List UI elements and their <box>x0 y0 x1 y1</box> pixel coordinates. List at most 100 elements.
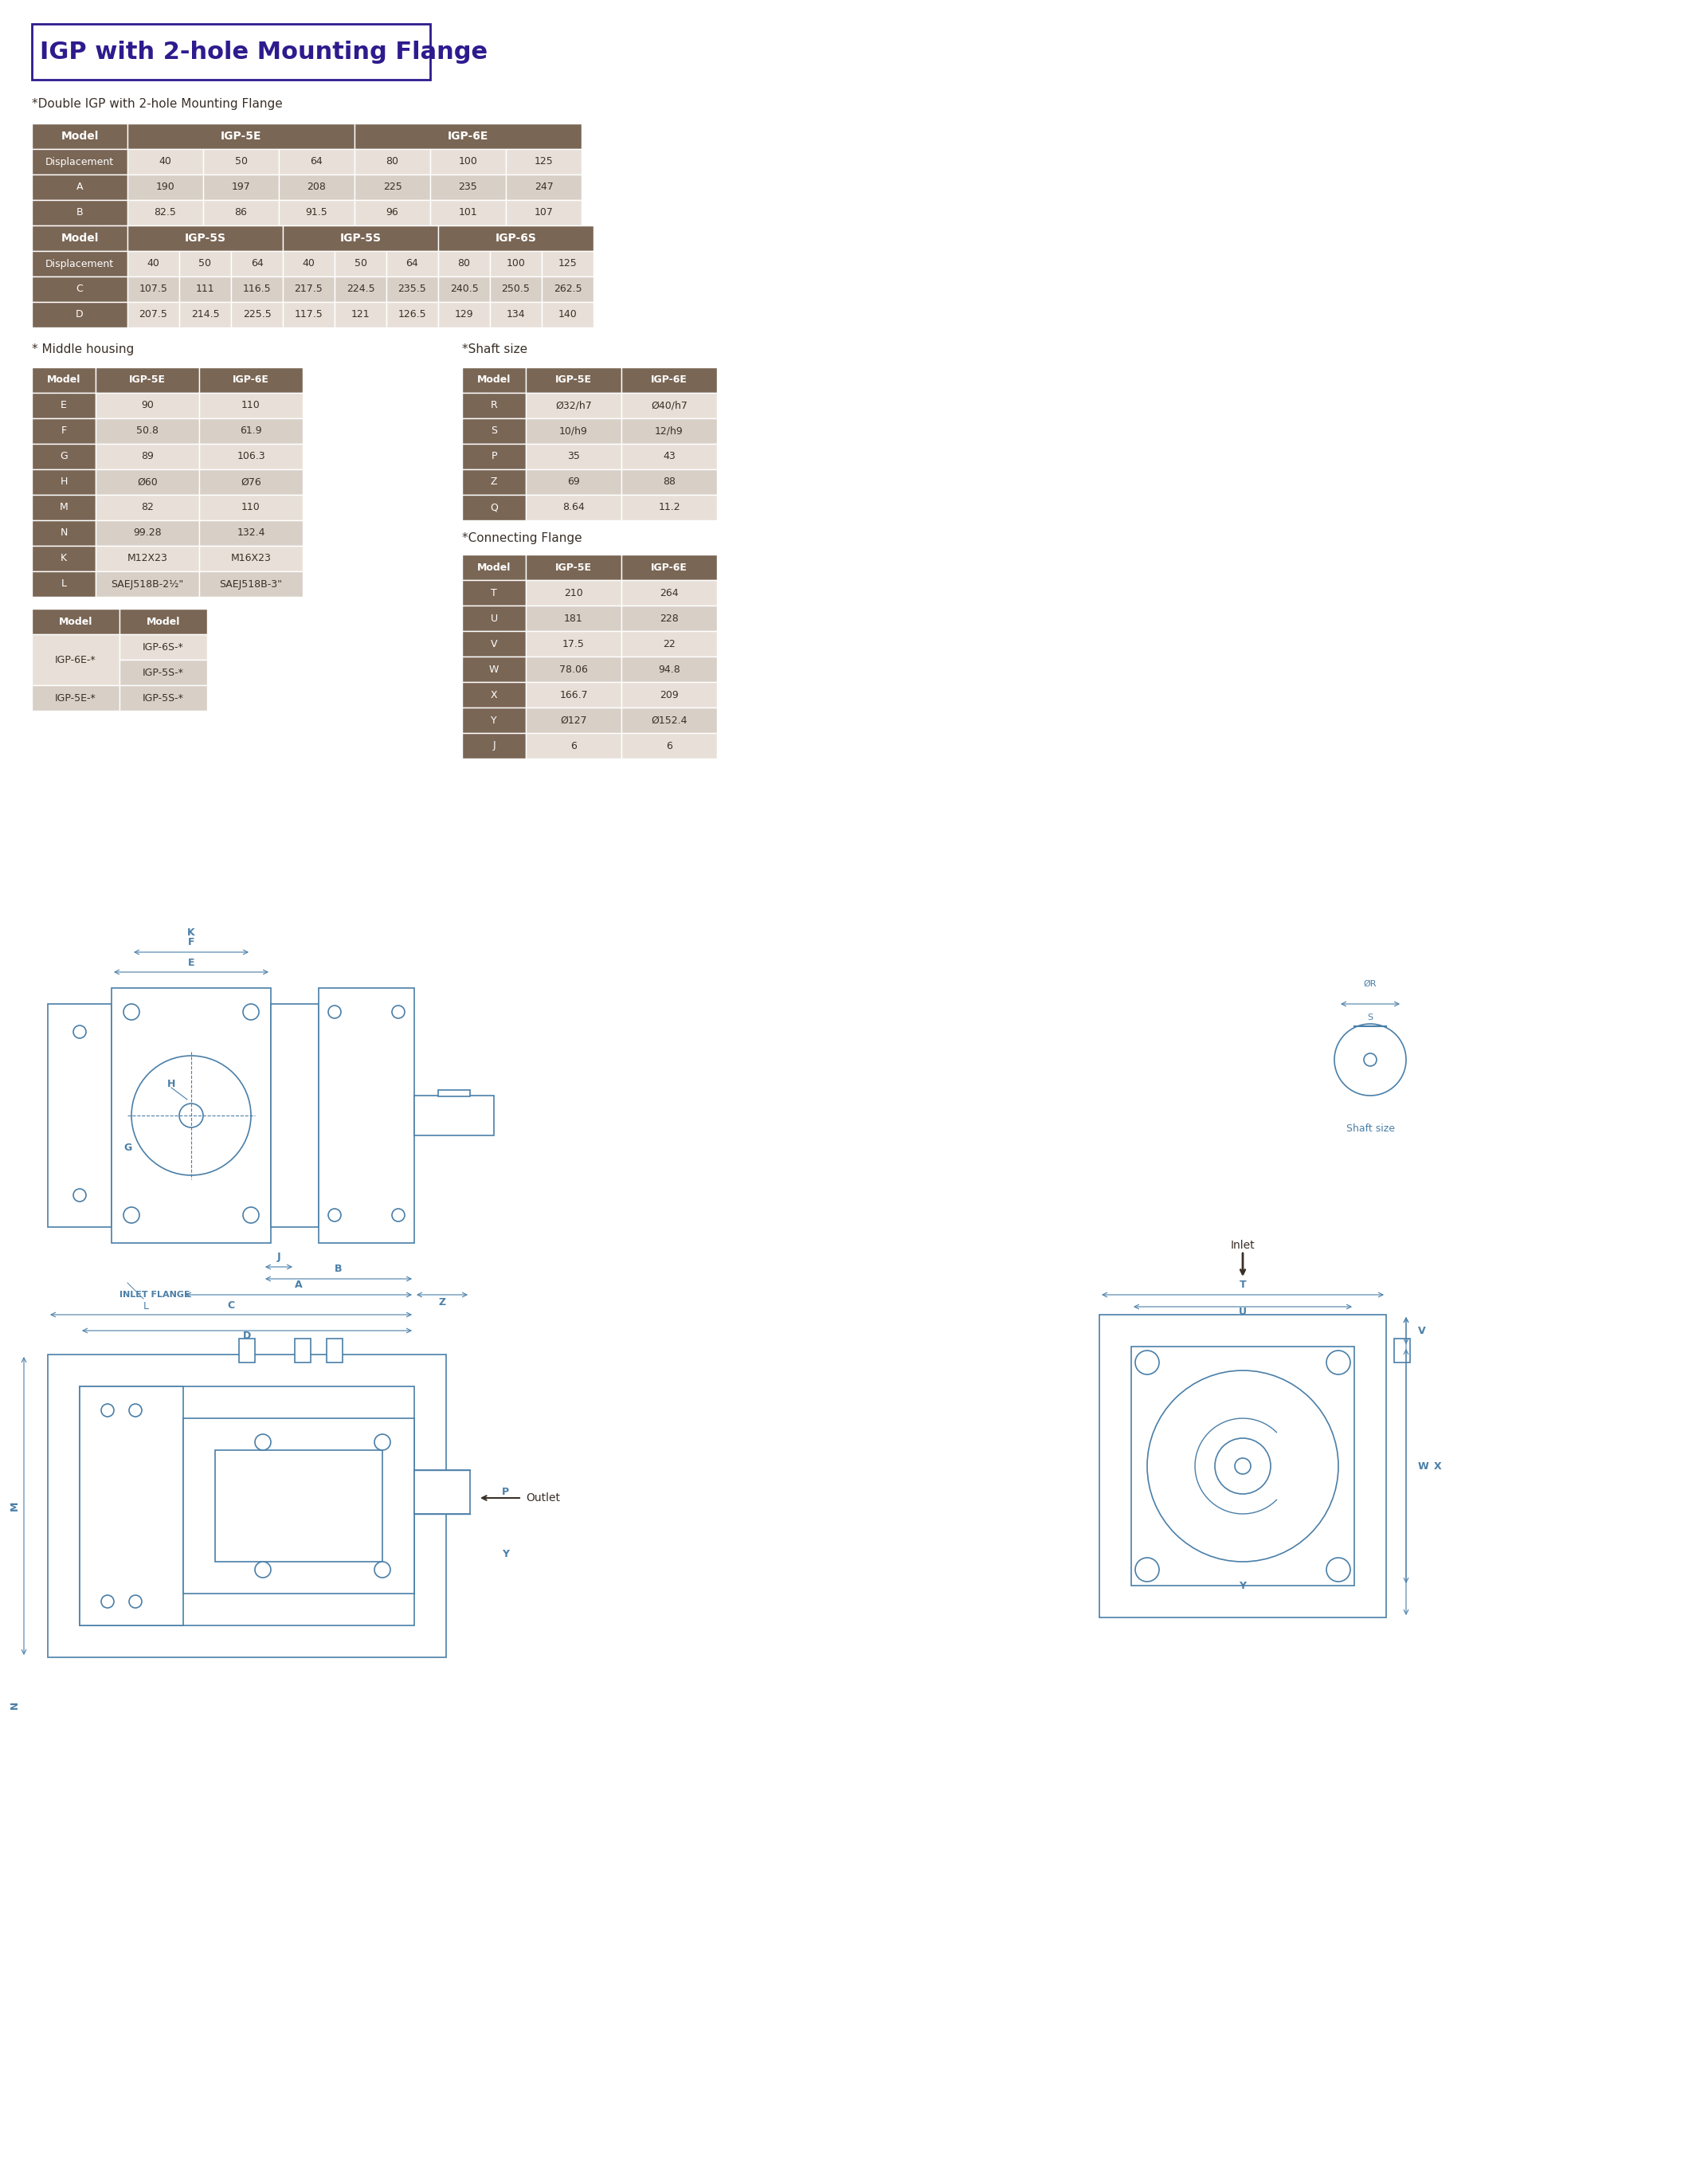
Text: IGP-5E-*: IGP-5E-* <box>55 693 96 704</box>
Text: F: F <box>61 425 67 436</box>
Text: 262.5: 262.5 <box>553 283 582 294</box>
Text: E: E <box>60 401 67 410</box>
Text: IGP-6S: IGP-6S <box>495 233 536 244</box>
Text: C: C <box>227 1299 234 1310</box>
Bar <box>96 495 200 521</box>
Text: Displacement: Displacement <box>46 259 114 268</box>
Text: 107: 107 <box>535 207 553 218</box>
Bar <box>32 495 96 521</box>
Text: 100: 100 <box>458 157 478 168</box>
Bar <box>490 251 541 277</box>
Text: IGP-5S: IGP-5S <box>184 233 225 244</box>
Text: 64: 64 <box>311 157 323 168</box>
Circle shape <box>243 1005 260 1020</box>
Text: 82: 82 <box>142 501 154 512</box>
Bar <box>128 201 203 225</box>
Text: Model: Model <box>46 375 80 386</box>
Bar <box>506 148 581 174</box>
Bar <box>526 495 622 521</box>
Text: 12/h9: 12/h9 <box>654 425 683 436</box>
Bar <box>32 225 128 251</box>
Bar <box>622 708 717 732</box>
Bar <box>430 201 506 225</box>
Bar <box>96 445 200 469</box>
Bar <box>32 608 120 634</box>
Text: Z: Z <box>439 1297 446 1308</box>
Text: 225.5: 225.5 <box>243 310 272 320</box>
Text: IGP-5E: IGP-5E <box>130 375 166 386</box>
Bar <box>622 469 717 495</box>
Text: IGP-5S: IGP-5S <box>340 233 381 244</box>
Bar <box>32 174 128 201</box>
Text: IGP-6E-*: IGP-6E-* <box>55 654 96 665</box>
Circle shape <box>1136 1352 1160 1373</box>
Bar <box>463 554 526 580</box>
Text: 125: 125 <box>559 259 577 268</box>
Bar <box>526 469 622 495</box>
Text: 181: 181 <box>564 613 582 623</box>
Bar <box>231 303 284 327</box>
Circle shape <box>391 1005 405 1018</box>
Text: 107.5: 107.5 <box>138 283 167 294</box>
Text: 106.3: 106.3 <box>237 451 265 462</box>
Text: P: P <box>502 1487 509 1498</box>
Text: IGP-5S-*: IGP-5S-* <box>143 667 184 678</box>
Text: 214.5: 214.5 <box>191 310 219 320</box>
Circle shape <box>101 1404 114 1417</box>
Bar <box>622 495 717 521</box>
Bar <box>120 685 207 711</box>
Text: 40: 40 <box>147 259 159 268</box>
Text: J: J <box>277 1251 280 1262</box>
Text: 96: 96 <box>386 207 398 218</box>
Text: 264: 264 <box>659 589 678 597</box>
Text: IGP-5E: IGP-5E <box>220 131 261 142</box>
Bar <box>526 419 622 445</box>
Text: 6: 6 <box>666 741 673 750</box>
Bar <box>32 124 128 148</box>
Bar <box>200 445 302 469</box>
Circle shape <box>1235 1458 1250 1474</box>
Text: D: D <box>243 1332 251 1341</box>
Bar <box>463 732 526 759</box>
Text: U: U <box>1238 1308 1247 1317</box>
Bar <box>120 634 207 661</box>
Circle shape <box>1136 1559 1160 1583</box>
Text: Model: Model <box>477 562 511 573</box>
Text: G: G <box>60 451 68 462</box>
Text: 50.8: 50.8 <box>137 425 159 436</box>
Bar <box>335 251 386 277</box>
Text: ØR: ØR <box>1363 981 1377 988</box>
Bar <box>32 445 96 469</box>
Bar <box>278 201 355 225</box>
Text: 61.9: 61.9 <box>239 425 261 436</box>
Bar <box>96 469 200 495</box>
Text: Model: Model <box>477 375 511 386</box>
Text: 134: 134 <box>506 310 526 320</box>
Text: X: X <box>1435 1461 1442 1472</box>
Text: V: V <box>1418 1325 1426 1336</box>
Text: M12X23: M12X23 <box>126 554 167 565</box>
Bar <box>335 303 386 327</box>
Bar <box>490 277 541 303</box>
Bar <box>622 630 717 656</box>
Bar <box>200 366 302 392</box>
Bar <box>1131 1347 1354 1585</box>
Text: IGP-6S-*: IGP-6S-* <box>143 641 184 652</box>
Bar <box>231 277 284 303</box>
Text: P: P <box>490 451 497 462</box>
Bar <box>96 521 200 545</box>
Circle shape <box>1327 1352 1351 1373</box>
Bar <box>386 251 439 277</box>
Text: 110: 110 <box>241 501 260 512</box>
Text: 225: 225 <box>383 183 401 192</box>
Text: N: N <box>9 1700 19 1709</box>
Text: 240.5: 240.5 <box>449 283 478 294</box>
Bar <box>32 392 96 419</box>
Text: 10/h9: 10/h9 <box>559 425 588 436</box>
Text: 90: 90 <box>142 401 154 410</box>
Text: 197: 197 <box>232 183 251 192</box>
Text: M: M <box>60 501 68 512</box>
Text: 126.5: 126.5 <box>398 310 427 320</box>
Text: IGP-5S-*: IGP-5S-* <box>143 693 184 704</box>
Text: *Connecting Flange: *Connecting Flange <box>463 532 582 545</box>
